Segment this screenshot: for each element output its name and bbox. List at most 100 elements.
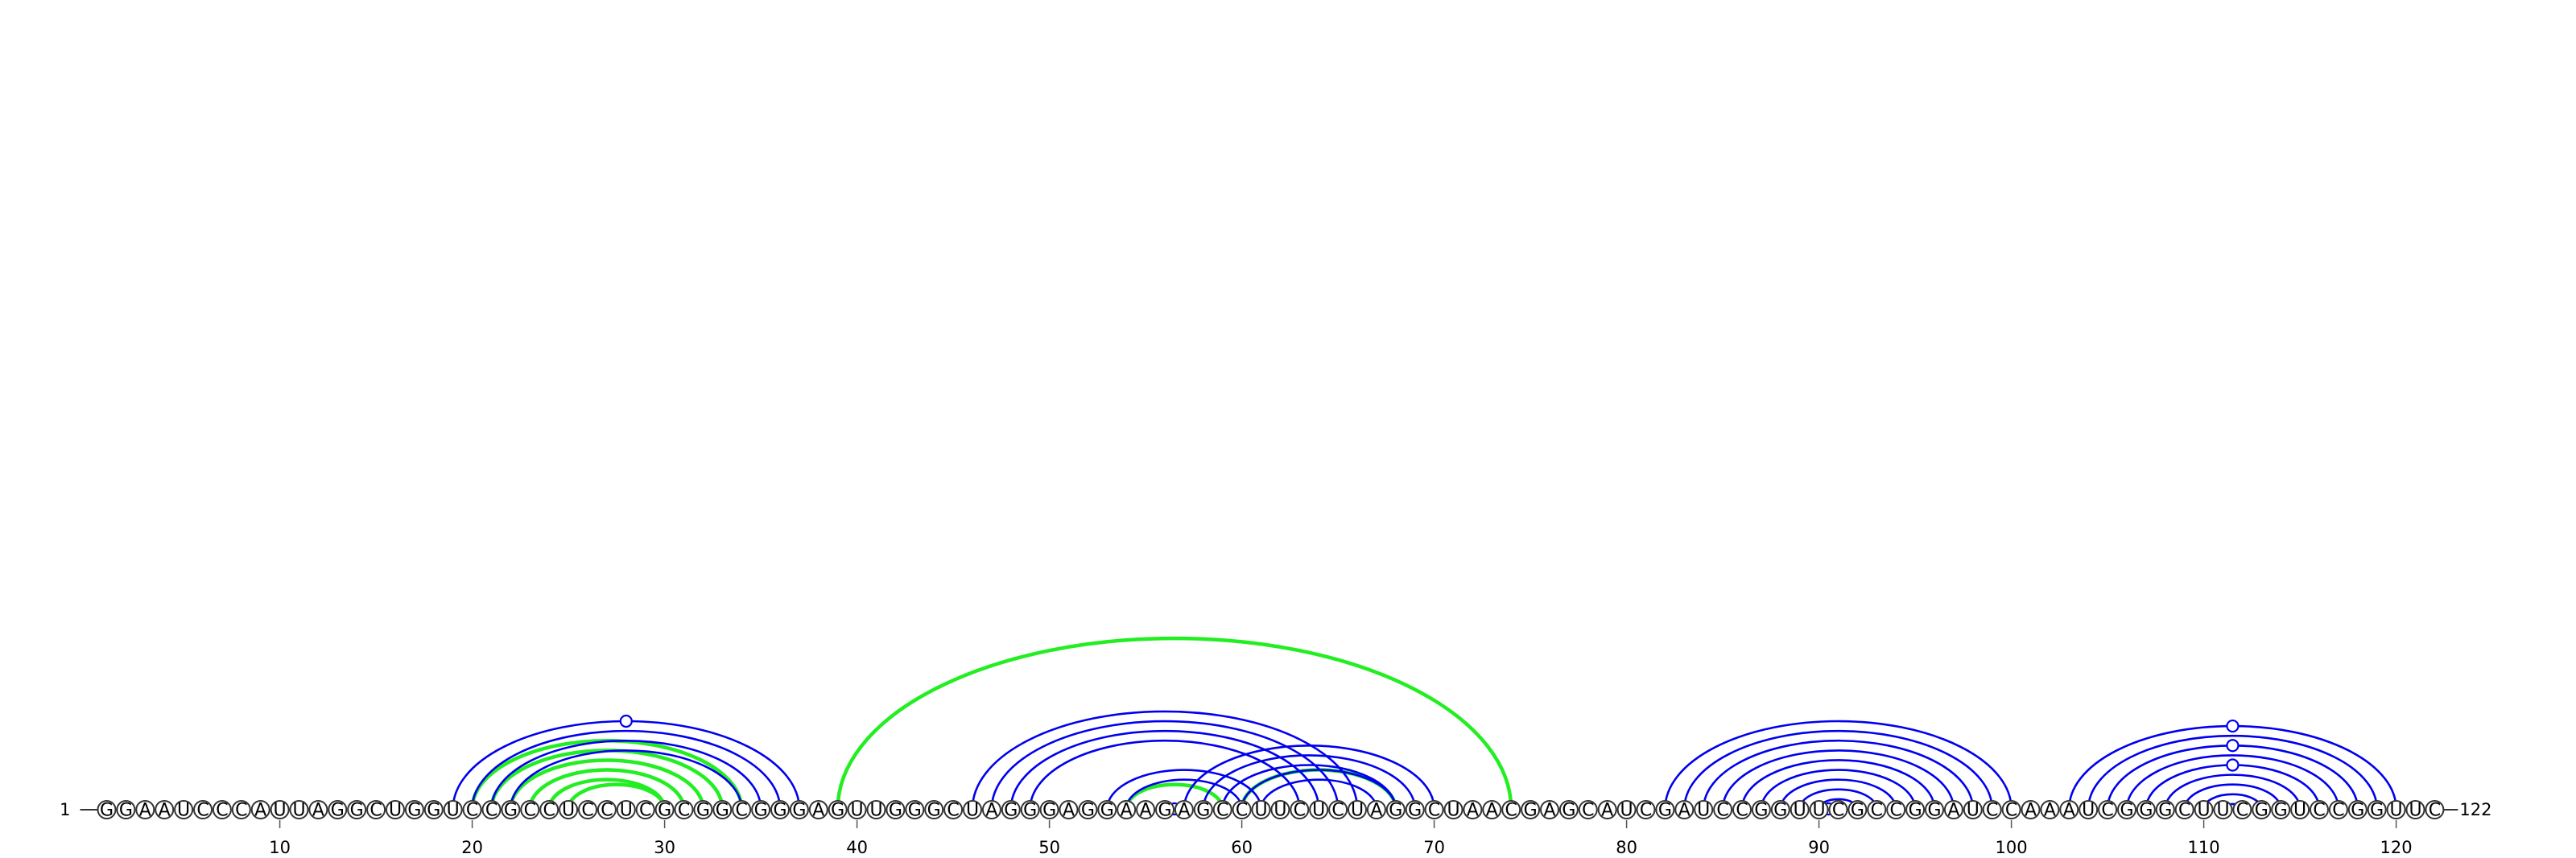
nucleotide-circle: [1270, 800, 1290, 819]
nucleotide-letter: G: [1100, 801, 1114, 821]
nucleotide-letter: C: [1890, 801, 1902, 821]
green-pair-arc: [566, 782, 667, 810]
nucleotide: U: [866, 800, 886, 821]
nucleotide: U: [2194, 800, 2214, 821]
nucleotide-circle: [1597, 800, 1617, 819]
start-index-label: 1: [60, 800, 70, 819]
green-pair-arc: [836, 636, 1513, 810]
nucleotide-letter: U: [1813, 801, 1826, 821]
axis-tick-label: 40: [846, 838, 868, 857]
blue-pair-arc: [1183, 745, 1435, 810]
nucleotide-circle: [2310, 800, 2329, 819]
nucleotide-circle: [250, 800, 270, 819]
nucleotide-circle: [559, 800, 579, 819]
nucleotide-letter: C: [1331, 801, 1344, 821]
blue-pair-arc: [2087, 734, 2378, 810]
nucleotide-letter: C: [581, 801, 593, 821]
nucleotide-circle: [2232, 800, 2252, 819]
nucleotide: A: [135, 800, 155, 821]
nucleotide-letter: G: [1196, 801, 1210, 821]
nucleotide: G: [1193, 800, 1213, 821]
nucleotide-letter: U: [274, 801, 287, 821]
nucleotide-letter: C: [947, 801, 959, 821]
nucleotide-circle: [1366, 800, 1386, 819]
nucleotide-circle: [1713, 800, 1733, 819]
nucleotide: C: [597, 800, 617, 821]
nucleotide-circle: [97, 800, 117, 819]
nucleotide-circle: [828, 800, 848, 819]
nucleotide: C: [1328, 800, 1348, 821]
nucleotide-circle: [943, 800, 964, 819]
nucleotide: A: [308, 800, 328, 821]
nucleotide-circle: [1078, 800, 1098, 819]
nucleotide-circle: [2040, 800, 2060, 819]
nucleotide: G: [828, 800, 848, 821]
nucleotide: C: [1232, 800, 1252, 821]
nucleotide: U: [1809, 800, 1829, 821]
nucleotide-circle: [847, 800, 867, 819]
nucleotide-letter: A: [1121, 801, 1133, 821]
nucleotide-letter: A: [2063, 801, 2075, 821]
nucleotide: G: [2367, 800, 2387, 821]
nucleotide-circle: [1424, 800, 1444, 819]
blue-pair-arc: [1798, 788, 1878, 810]
nucleotide-circle: [174, 800, 194, 819]
blue-pair-arc: [990, 720, 1340, 810]
nucleotide-circle: [1809, 800, 1829, 819]
nucleotide-circle: [1828, 800, 1848, 819]
nucleotide-circle: [1578, 800, 1598, 819]
nucleotide: C: [539, 800, 559, 821]
nucleotide: G: [1097, 800, 1117, 821]
nucleotide-circle: [2021, 800, 2041, 819]
nucleotide-circle: [1328, 800, 1348, 819]
nucleotide: U: [616, 800, 636, 821]
blue-pair-arc: [510, 749, 743, 810]
blue-pair-arc: [1106, 769, 1262, 810]
nucleotide-circle: [1694, 800, 1714, 819]
nucleotide-circle: [1558, 800, 1579, 819]
nucleotide-circle: [520, 800, 540, 819]
blue-pair-arc: [1683, 729, 1993, 810]
nucleotide: U: [386, 800, 405, 821]
nucleotide-letter: G: [1158, 801, 1171, 821]
nucleotide-letter: A: [159, 801, 171, 821]
nucleotide-circle: [2174, 800, 2194, 819]
nucleotide-circle: [1521, 800, 1541, 819]
nucleotide-circle: [2213, 800, 2233, 819]
nucleotide-letter: A: [1543, 801, 1555, 821]
nucleotide-circle: [635, 800, 655, 819]
nucleotide-letter: C: [2101, 801, 2113, 821]
nucleotide-circle: [905, 800, 925, 819]
nucleotide: G: [1155, 800, 1174, 821]
nucleotide: G: [1385, 800, 1406, 821]
nucleotide-letter: C: [196, 801, 208, 821]
nucleotide: G: [1039, 800, 1059, 821]
nucleotide-circle: [2386, 800, 2406, 819]
nucleotide-circle: [674, 800, 694, 819]
nucleotide: G: [1847, 800, 1868, 821]
nucleotide-circle: [2405, 800, 2425, 819]
nucleotide: A: [1540, 800, 1559, 821]
nucleotide-letter: G: [889, 801, 902, 821]
nucleotide: A: [1174, 800, 1194, 821]
axis-tick-label: 80: [1616, 838, 1637, 857]
nucleotide: C: [481, 800, 502, 821]
axis-tick-label: 10: [269, 838, 291, 857]
nucleotide: C: [1212, 800, 1232, 821]
green-pair-arc: [528, 768, 686, 810]
nucleotide: G: [751, 800, 771, 821]
nucleotide-circle: [1655, 800, 1675, 819]
nucleotide-letter: C: [2236, 801, 2248, 821]
nucleotide-letter: G: [2139, 801, 2153, 821]
nucleotide-letter: U: [966, 801, 979, 821]
nucleotide-letter: C: [524, 801, 536, 821]
nucleotide-letter: G: [1773, 801, 1787, 821]
nucleotide-letter: C: [601, 801, 613, 821]
nucleotide-letter: U: [389, 801, 402, 821]
nucleotide-circle: [1963, 800, 1983, 819]
nucleotide-letter: C: [369, 801, 382, 821]
nucleotide: G: [501, 800, 521, 821]
nucleotide-letter: G: [927, 801, 941, 821]
nucleotide: C: [1828, 800, 1848, 821]
nucleotide-letter: A: [1178, 801, 1190, 821]
